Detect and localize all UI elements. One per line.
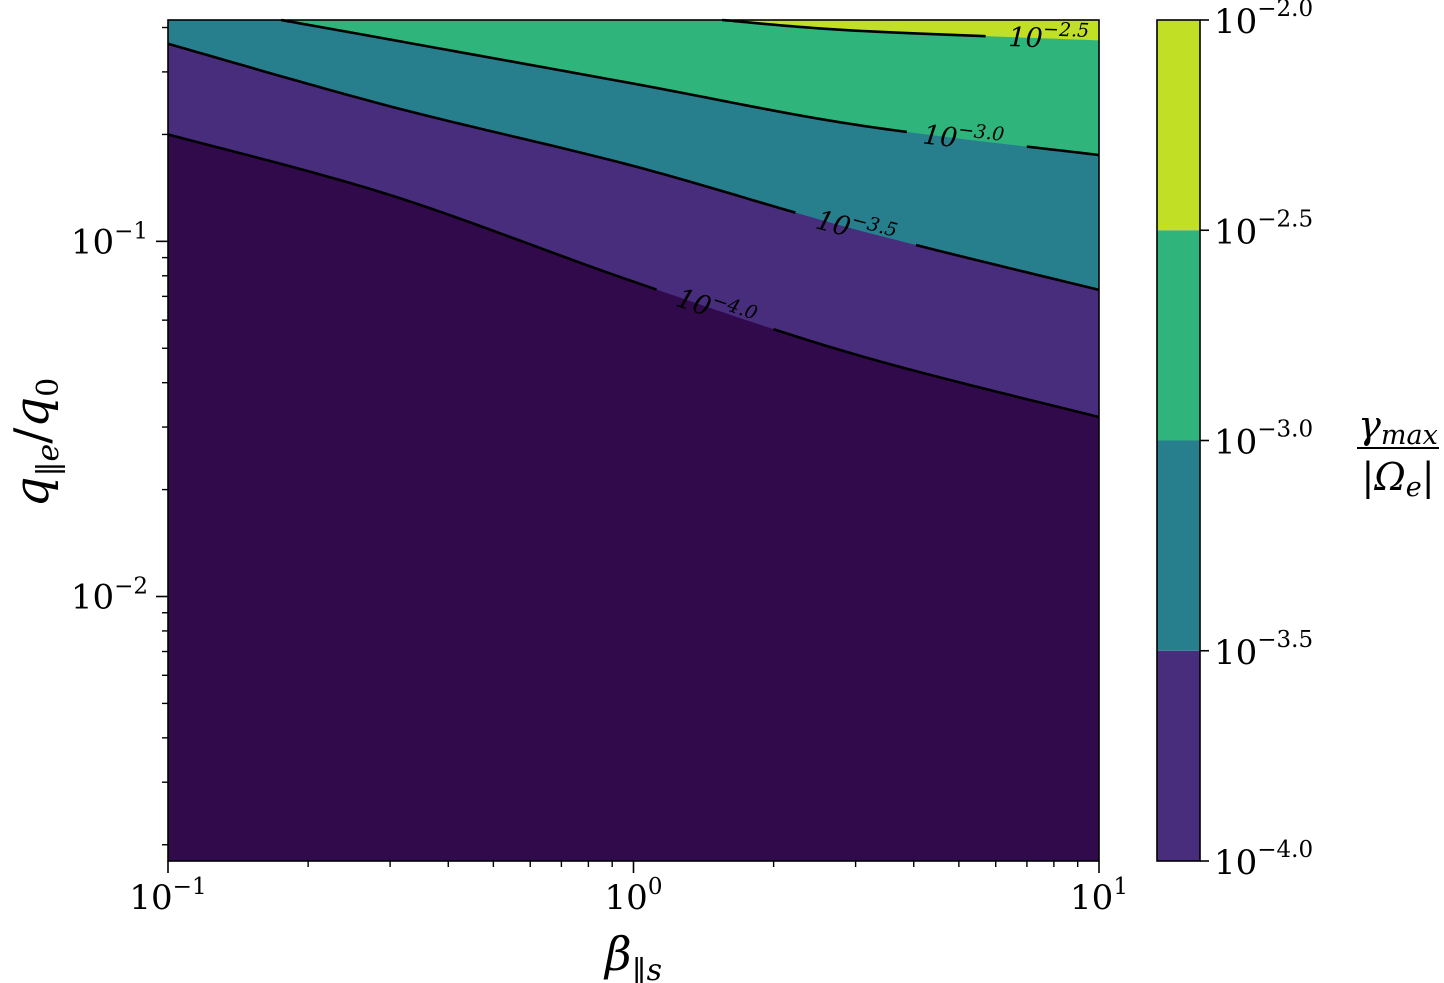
colorbar-tick-label: 10−3.5 <box>1214 627 1313 673</box>
contour-line-3 <box>280 18 907 134</box>
x-axis-label: β‖s <box>603 927 662 983</box>
colorbar-band-1 <box>1157 650 1200 861</box>
colorbar-tick-label: 10−4.0 <box>1214 837 1313 883</box>
colorbar-label-denominator: |Ωe| <box>1361 455 1434 503</box>
colorbar-tick-label: 10−2.0 <box>1214 0 1313 42</box>
colorbar-label-numerator: γmax <box>1358 403 1438 451</box>
contour-region-band-4 <box>722 20 1099 41</box>
colorbar-tick-label: 10−2.5 <box>1214 206 1313 252</box>
y-tick-label: 10−1 <box>71 218 148 262</box>
contour-line-1 <box>167 133 657 291</box>
contour-line-4 <box>721 18 986 38</box>
contour-line-2 <box>167 42 796 214</box>
x-tick-label: 101 <box>1070 874 1128 918</box>
contour-line-2-segment <box>915 243 1100 292</box>
contour-line-1-segment <box>773 327 1100 419</box>
contour-line-3-segment <box>1026 145 1100 157</box>
y-axis-label: q‖e/q0 <box>4 378 66 508</box>
colorbar-band-2 <box>1157 440 1200 651</box>
y-tick-label: 10−2 <box>71 574 148 618</box>
colorbar-band-4 <box>1157 20 1200 231</box>
contour-label: 10−3.0 <box>921 114 1005 159</box>
colorbar-tick-label: 10−3.0 <box>1214 417 1313 463</box>
colorbar-band-3 <box>1157 230 1200 441</box>
x-tick-label: 100 <box>605 874 663 918</box>
contour-region-band-3 <box>281 20 1099 156</box>
x-tick-label: 10−1 <box>129 874 206 918</box>
contour-label: 10−2.5 <box>1008 17 1090 56</box>
